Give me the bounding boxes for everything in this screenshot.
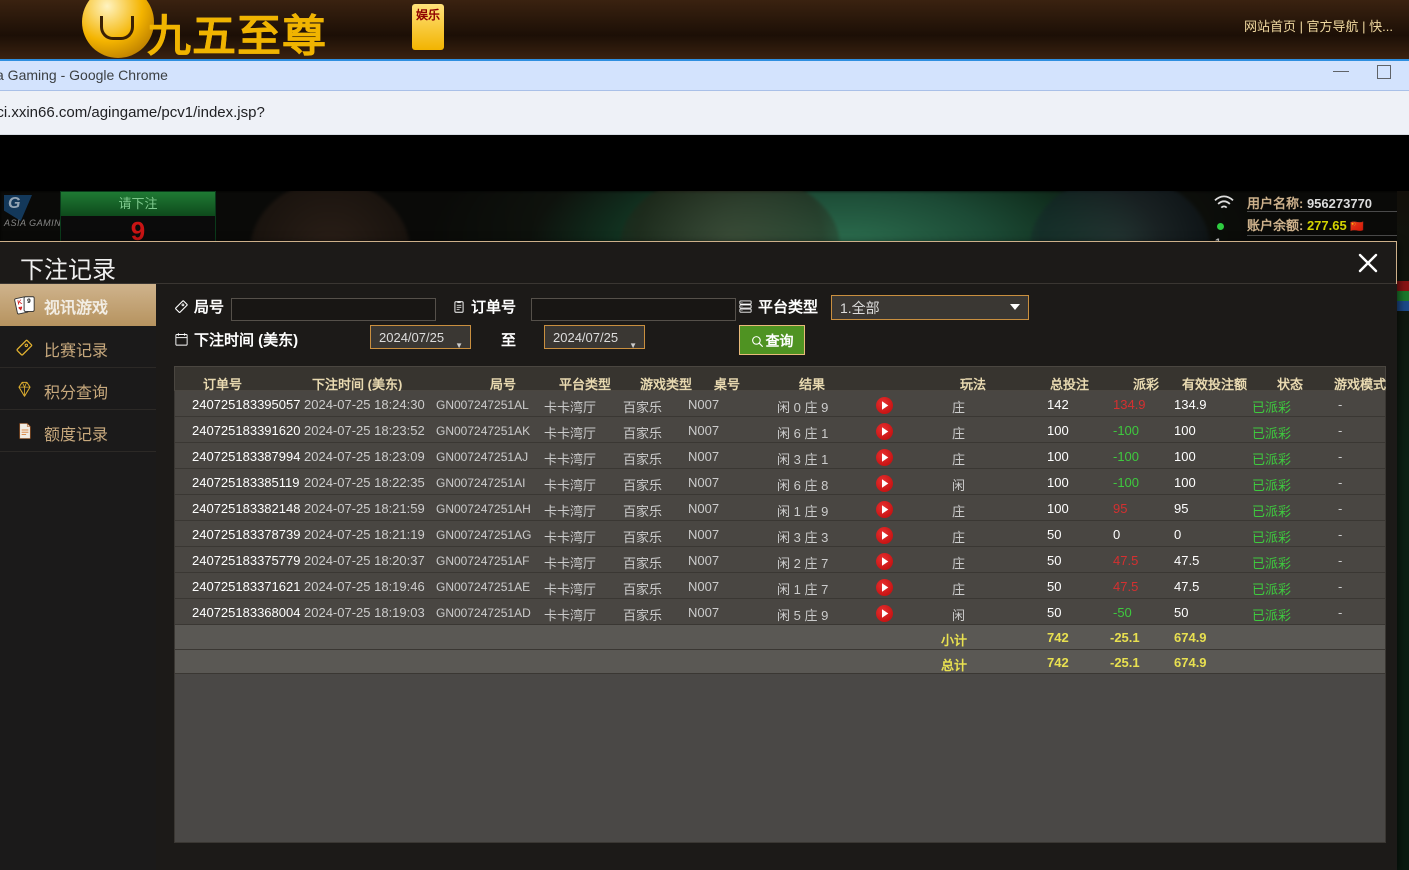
svg-text:9: 9 [27,298,31,305]
